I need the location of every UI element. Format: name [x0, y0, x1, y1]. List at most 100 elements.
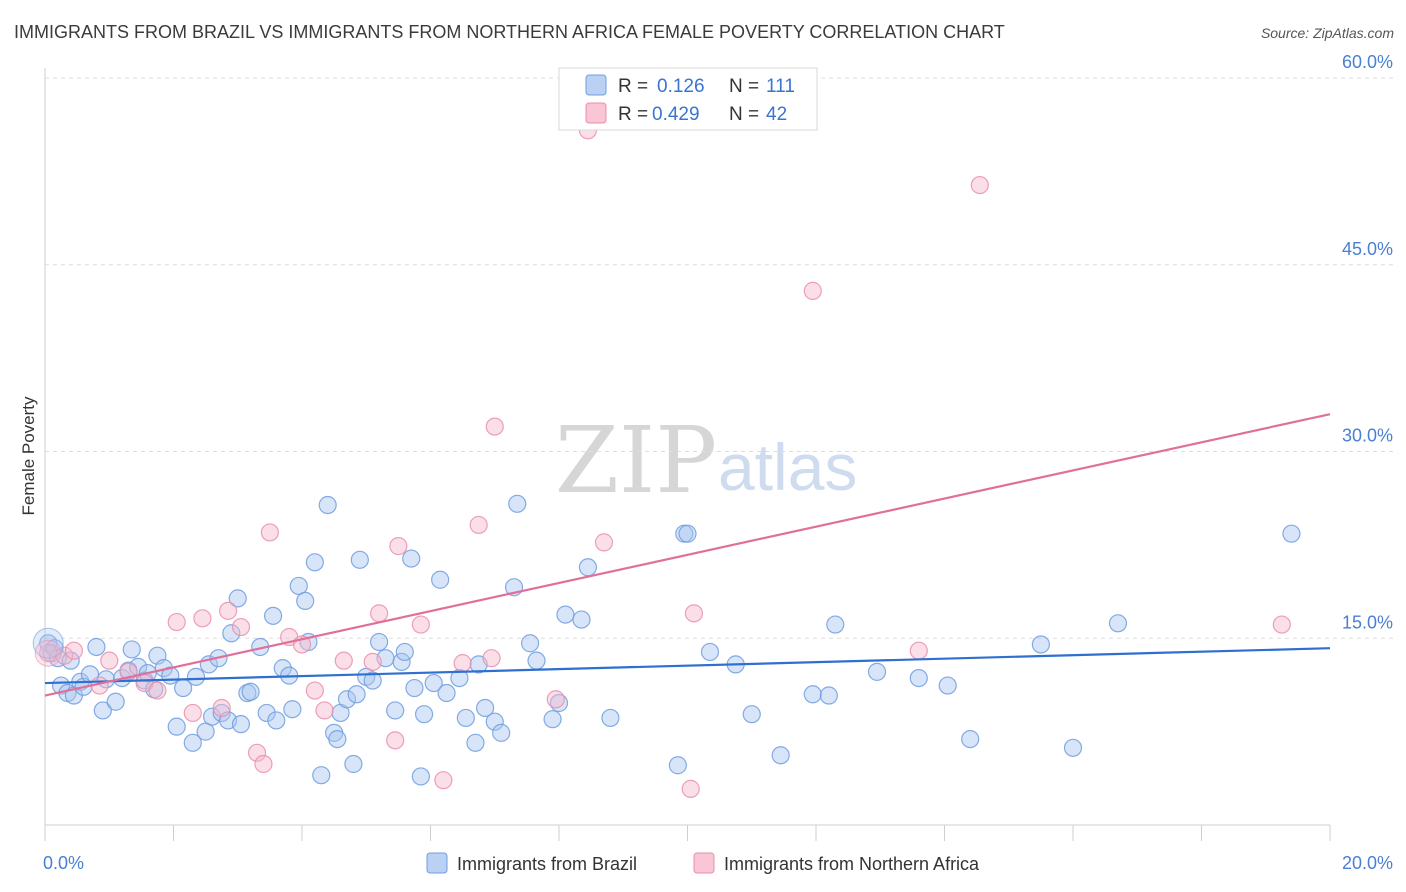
point-series0-66 [395, 642, 414, 662]
point-series0-83 [520, 634, 540, 653]
point-series0-96 [742, 705, 761, 724]
point-series1-28 [453, 654, 472, 673]
point-series1-19 [305, 681, 324, 700]
point-series0-64 [386, 701, 405, 720]
point-series0-73 [437, 683, 456, 703]
watermark-atlas: atlas [718, 430, 857, 504]
grid-lines [45, 77, 1394, 639]
x-tick-labels: 0.0% 20.0% [43, 853, 1393, 873]
axes [44, 68, 1331, 841]
series-legend-label-northern-africa: Immigrants from Northern Africa [724, 854, 980, 874]
point-series0-108 [1282, 524, 1301, 543]
point-series1-15 [254, 754, 273, 774]
point-series1-40 [1272, 615, 1291, 634]
point-series0-87 [556, 605, 575, 624]
watermark: ZIP atlas [555, 407, 857, 514]
point-series0-65 [392, 652, 411, 672]
trend-lines [44, 413, 1331, 697]
point-series0-52 [318, 495, 337, 515]
chart-source: Source: ZipAtlas.com [1261, 25, 1394, 41]
point-series1-16 [260, 523, 279, 542]
point-series0-33 [212, 703, 231, 723]
y-tick-label-3: 60.0% [1342, 52, 1393, 72]
point-series0-25 [167, 717, 186, 736]
point-series0-104 [961, 729, 980, 749]
point-series0-14 [106, 692, 125, 711]
point-series0-90 [601, 708, 620, 728]
point-series1-7 [148, 681, 167, 700]
point-series1-8 [167, 612, 186, 632]
y-tick-label-1: 30.0% [1342, 426, 1393, 446]
point-series0-41 [257, 703, 276, 723]
watermark-zip: ZIP [555, 407, 717, 514]
y-tick-labels: 15.0% 30.0% 45.0% 60.0% [1342, 52, 1393, 632]
point-series1-21 [334, 651, 353, 670]
trend-line-series1 [44, 413, 1331, 697]
point-series0-84 [527, 651, 546, 670]
point-series0-79 [485, 712, 504, 731]
y-tick-label-2: 45.0% [1342, 239, 1393, 259]
point-series0-74 [450, 668, 469, 688]
point-series0-35 [222, 624, 241, 643]
legend-r-value-northern-africa: 0.429 [652, 104, 700, 125]
point-series0-107 [1108, 614, 1128, 633]
y-tick-label-0: 15.0% [1342, 612, 1393, 632]
point-series1-11 [212, 698, 231, 718]
series-legend-swatch-northern-africa [693, 852, 715, 874]
point-series0-105 [1031, 635, 1050, 654]
point-series0-93 [678, 524, 697, 543]
legend-n-value-brazil: 111 [766, 76, 795, 97]
point-series1-39 [970, 175, 989, 195]
point-series0-46 [283, 700, 302, 719]
point-series0-72 [431, 570, 450, 589]
point-series0-48 [296, 591, 315, 611]
point-series0-39 [241, 682, 260, 701]
point-series0-28 [186, 667, 206, 686]
point-series1-22 [363, 652, 382, 672]
point-series0-17 [122, 640, 141, 659]
point-series1-27 [434, 771, 453, 790]
legend-n-label-northern-africa: N = [729, 104, 759, 125]
point-series1-23 [370, 604, 389, 623]
legend-r-label-brazil: R = [618, 76, 648, 97]
point-series1-2 [64, 641, 84, 660]
point-cluster-northern-africa [34, 639, 62, 667]
point-series0-106 [1063, 738, 1083, 757]
point-series1-29 [469, 515, 488, 535]
point-series1-13 [231, 617, 251, 637]
point-series0-43 [267, 711, 286, 730]
point-series1-26 [411, 615, 430, 634]
y-axis-label: Female Poverty [19, 396, 38, 516]
series-legend-swatch-brazil [426, 852, 448, 874]
point-series1-12 [219, 601, 238, 620]
point-series0-37 [231, 715, 251, 734]
point-series1-36 [684, 604, 704, 623]
legend-swatch-brazil [585, 74, 607, 96]
point-series1-35 [681, 779, 700, 798]
legend-n-label-brazil: N = [729, 76, 759, 97]
point-series1-4 [100, 651, 119, 670]
point-series0-36 [228, 589, 247, 608]
data-points [32, 121, 1301, 798]
point-series0-82 [508, 494, 527, 513]
point-series0-70 [414, 705, 434, 724]
point-series1-38 [909, 641, 928, 660]
point-series0-99 [819, 686, 838, 705]
point-series0-50 [305, 553, 324, 572]
point-series0-101 [867, 662, 887, 681]
series-legend: Immigrants from Brazil Immigrants from N… [426, 852, 980, 874]
point-series0-88 [572, 610, 591, 629]
point-series0-62 [370, 632, 389, 652]
point-series0-102 [909, 668, 928, 688]
point-series0-67 [402, 549, 421, 568]
chart-title: IMMIGRANTS FROM BRAZIL VS IMMIGRANTS FRO… [14, 22, 1005, 42]
point-series0-51 [312, 766, 331, 785]
point-series0-76 [466, 733, 485, 752]
point-series1-20 [315, 701, 334, 720]
x-tick-label-0: 0.0% [43, 853, 84, 873]
point-series1-34 [594, 533, 614, 552]
point-series0-54 [328, 729, 347, 749]
point-series0-85 [543, 710, 562, 729]
point-series1-14 [247, 743, 267, 762]
